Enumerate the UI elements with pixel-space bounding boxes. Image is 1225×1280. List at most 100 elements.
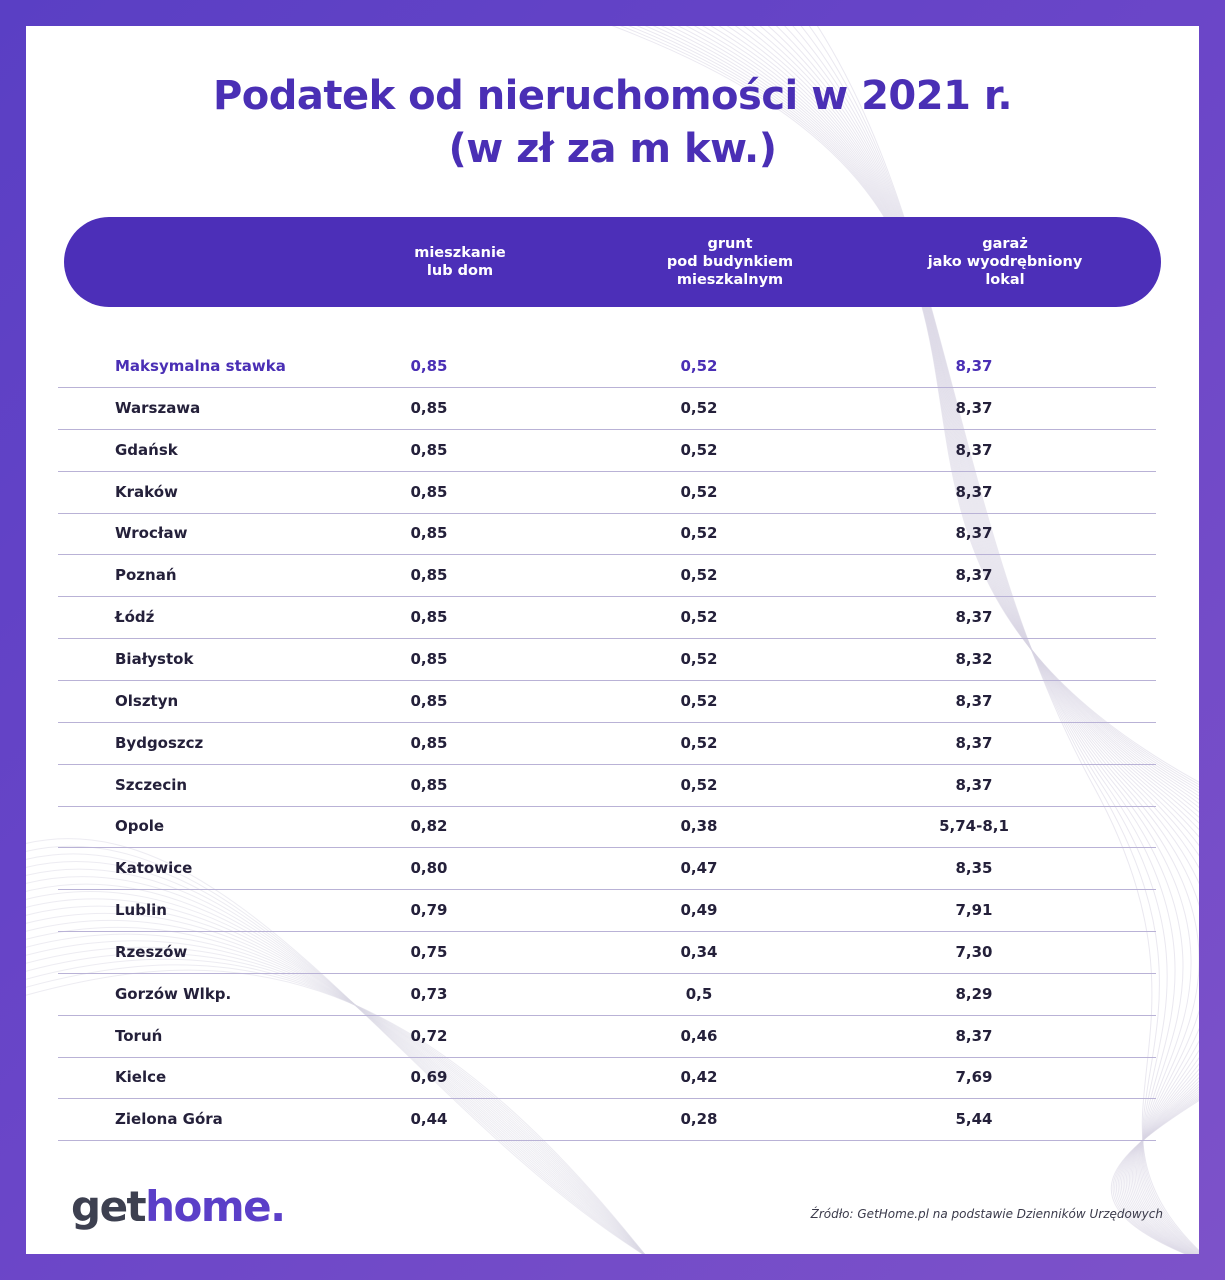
row-label: Warszawa bbox=[115, 398, 201, 417]
row-value: 0,85 bbox=[410, 566, 448, 585]
row-value: 0,72 bbox=[410, 1026, 448, 1045]
row-value: 0,52 bbox=[680, 398, 718, 417]
decorative-line bbox=[26, 861, 645, 1254]
row-value: 0,5 bbox=[685, 984, 713, 1003]
row-value: 0,85 bbox=[410, 775, 448, 794]
row-value: 0,52 bbox=[680, 440, 718, 459]
row-value: 8,29 bbox=[955, 984, 993, 1003]
row-label: Lublin bbox=[115, 901, 167, 920]
decorative-line bbox=[26, 940, 645, 1254]
decorative-line bbox=[26, 958, 645, 1254]
table-row: Toruń 0,72 0,46 8,37 bbox=[58, 1015, 1156, 1058]
row-value: 0,52 bbox=[680, 649, 718, 668]
row-value: 0,46 bbox=[680, 1026, 718, 1045]
row-label: Zielona Góra bbox=[115, 1110, 223, 1129]
row-value: 0,69 bbox=[410, 1068, 448, 1087]
table-row: Poznań 0,85 0,52 8,37 bbox=[58, 554, 1156, 598]
row-value: 0,85 bbox=[410, 524, 448, 543]
row-value: 0,52 bbox=[680, 524, 718, 543]
row-value: 0,49 bbox=[680, 901, 718, 920]
row-value: 0,52 bbox=[680, 608, 718, 627]
row-value: 7,91 bbox=[955, 901, 993, 920]
row-value: 0,28 bbox=[680, 1110, 718, 1129]
table-row: Wrocław 0,85 0,52 8,37 bbox=[58, 512, 1156, 556]
gethome-logo: gethome. bbox=[71, 1182, 286, 1231]
decorative-line bbox=[26, 969, 646, 1254]
decorative-line bbox=[26, 905, 645, 1254]
table-row: Warszawa 0,85 0,52 8,37 bbox=[58, 387, 1156, 430]
table-row: Gorzów Wlkp. 0,73 0,5 8,29 bbox=[58, 973, 1156, 1016]
row-value: 0,85 bbox=[410, 691, 448, 710]
table-row: Bydgoszcz 0,85 0,52 8,37 bbox=[58, 722, 1156, 765]
row-value: 0,52 bbox=[680, 691, 718, 710]
decorative-line bbox=[26, 898, 645, 1254]
row-value: 0,38 bbox=[680, 817, 718, 836]
decorative-line bbox=[26, 912, 645, 1254]
row-value: 0,34 bbox=[680, 942, 718, 961]
source-note: Źródło: GetHome.pl na podstawie Dziennik… bbox=[810, 1207, 1163, 1221]
row-value: 8,37 bbox=[955, 440, 993, 459]
column-header-garage: garaż jako wyodrębniony lokal bbox=[927, 236, 1083, 288]
table-row: Zielona Góra 0,44 0,28 5,44 bbox=[58, 1098, 1156, 1142]
row-value: 8,37 bbox=[955, 524, 993, 543]
row-value: 8,35 bbox=[955, 859, 993, 878]
row-value: 0,42 bbox=[680, 1068, 718, 1087]
row-value: 0,85 bbox=[410, 733, 448, 752]
row-label: Wrocław bbox=[115, 524, 188, 543]
row-value: 8,37 bbox=[955, 482, 993, 501]
decorative-line bbox=[26, 933, 645, 1254]
row-label: Białystok bbox=[115, 649, 194, 668]
row-value: 0,52 bbox=[680, 566, 718, 585]
row-value: 5,74-8,1 bbox=[939, 817, 1009, 836]
row-label: Olsztyn bbox=[115, 691, 179, 710]
row-value: 8,32 bbox=[955, 649, 993, 668]
table-row: Białystok 0,85 0,52 8,32 bbox=[58, 638, 1156, 681]
row-label: Gdańsk bbox=[115, 440, 178, 459]
row-value: 0,82 bbox=[410, 817, 448, 836]
decorative-line bbox=[26, 868, 645, 1254]
decorative-line bbox=[26, 952, 645, 1254]
row-value: 0,44 bbox=[410, 1110, 448, 1129]
table-row: Olsztyn 0,85 0,52 8,37 bbox=[58, 680, 1156, 723]
row-value: 5,44 bbox=[955, 1110, 993, 1129]
row-value: 8,37 bbox=[955, 357, 993, 375]
column-header-land: grunt pod budynkiem mieszkalnym bbox=[666, 236, 794, 288]
table-row: Łódź 0,85 0,52 8,37 bbox=[58, 596, 1156, 640]
row-label: Poznań bbox=[115, 566, 177, 585]
decorative-line bbox=[26, 853, 645, 1254]
row-value: 0,79 bbox=[410, 901, 448, 920]
infographic-card: Podatek od nieruchomości w 2021 r. (w zł… bbox=[26, 26, 1199, 1254]
row-value: 0,80 bbox=[410, 859, 448, 878]
row-value: 8,37 bbox=[955, 1026, 993, 1045]
row-value: 0,47 bbox=[680, 859, 718, 878]
row-label: Szczecin bbox=[115, 775, 188, 794]
row-value: 0,73 bbox=[410, 984, 448, 1003]
row-label: Bydgoszcz bbox=[115, 733, 204, 752]
table-row: Gdańsk 0,85 0,52 8,37 bbox=[58, 429, 1156, 472]
row-label: Łódź bbox=[115, 608, 155, 627]
table-row: Kraków 0,85 0,52 8,37 bbox=[58, 471, 1156, 514]
decorative-line bbox=[26, 891, 645, 1254]
column-header-housing: mieszkanie lub dom bbox=[414, 245, 506, 279]
decorative-line bbox=[26, 926, 645, 1254]
row-label: Maksymalna stawka bbox=[115, 357, 286, 375]
chart-title: Podatek od nieruchomości w 2021 r. bbox=[212, 73, 1013, 119]
table-row: Szczecin 0,85 0,52 8,37 bbox=[58, 764, 1156, 807]
decorative-line bbox=[26, 946, 645, 1254]
row-label: Rzeszów bbox=[115, 942, 188, 961]
row-label: Opole bbox=[115, 817, 165, 836]
row-value: 8,37 bbox=[955, 775, 993, 794]
table-row: Lublin 0,79 0,49 7,91 bbox=[58, 889, 1156, 933]
decorative-line bbox=[26, 920, 645, 1254]
row-value: 7,30 bbox=[955, 942, 993, 961]
row-value: 8,37 bbox=[955, 608, 993, 627]
table-header: mieszkanie lub dom grunt pod budynkiem m… bbox=[64, 217, 1161, 307]
table-row: Opole 0,82 0,38 5,74-8,1 bbox=[58, 805, 1156, 849]
row-value: 0,85 bbox=[410, 649, 448, 668]
row-value: 8,37 bbox=[955, 733, 993, 752]
row-label: Katowice bbox=[115, 859, 193, 878]
row-value: 0,75 bbox=[410, 942, 448, 961]
decorative-line bbox=[26, 876, 645, 1254]
table-row: Kielce 0,69 0,42 7,69 bbox=[58, 1056, 1156, 1100]
row-value: 0,52 bbox=[680, 775, 718, 794]
